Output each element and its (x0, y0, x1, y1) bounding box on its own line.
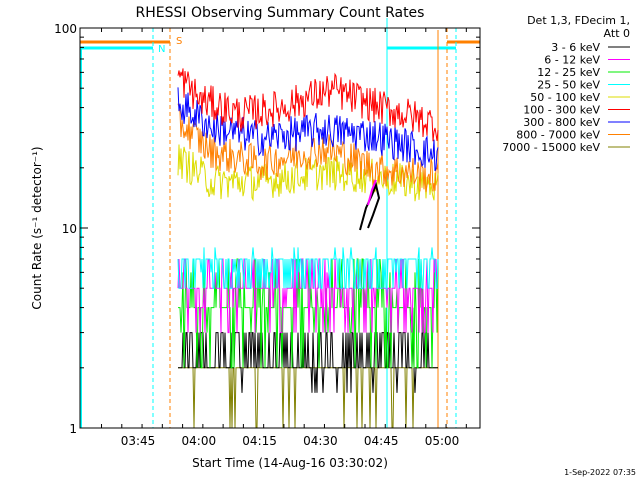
x-axis-label: Start Time (14-Aug-16 03:30:02) (192, 456, 388, 470)
legend-header: Att 0 (604, 27, 630, 40)
y-axis-label: Count Rate (s⁻¹ detector⁻¹) (30, 146, 44, 309)
footer-date: 1-Sep-2022 07:35 (564, 468, 636, 477)
x-tick-label: 04:00 (182, 434, 217, 448)
legend-entry-label: 800 - 7000 keV (516, 129, 600, 142)
series-3 (177, 247, 439, 289)
series-layer (177, 68, 439, 429)
series-line (177, 68, 439, 142)
legend-entry-label: 300 - 800 keV (523, 116, 600, 129)
instrument-flags: SN (80, 18, 480, 428)
x-tick-label: 04:15 (242, 434, 277, 448)
legend-header: Det 1,3, FDecim 1, (527, 14, 630, 27)
series-7 (177, 103, 439, 193)
series-line (177, 247, 439, 289)
y-tick-label: 100 (54, 22, 77, 36)
x-tick-label: 03:45 (121, 434, 156, 448)
legend-entry-label: 25 - 50 keV (537, 79, 600, 92)
series-1 (177, 258, 438, 334)
series-5 (177, 68, 439, 142)
series-0 (178, 332, 438, 393)
legend-entry-label: 7000 - 15000 keV (502, 141, 600, 154)
series-spike (359, 181, 381, 231)
series-line (177, 258, 438, 334)
y-tick-label: 1 (69, 422, 77, 436)
legend-entry-label: 12 - 25 keV (537, 66, 600, 79)
flag-n-label: N (158, 44, 165, 55)
legend-entry-label: 3 - 6 keV (551, 41, 600, 54)
series-8 (178, 367, 438, 429)
series-line (178, 332, 438, 393)
y-tick-label: 10 (62, 222, 77, 236)
legend-entry-label: 100 - 300 keV (523, 104, 600, 117)
flag-s-label: S (176, 36, 182, 47)
series-line (178, 367, 438, 429)
x-tick-label: 04:30 (303, 434, 338, 448)
legend-entry-label: 50 - 100 keV (530, 91, 600, 104)
x-tick-label: 04:45 (364, 434, 399, 448)
plot-axes: 03:45 04:00 04:15 04:30 04:45 05:00 1 10 100 (54, 22, 481, 448)
chart-title: RHESSI Observing Summary Count Rates (136, 5, 425, 21)
x-tick-label: 05:00 (425, 434, 460, 448)
series-spike (367, 179, 377, 206)
series-line (177, 103, 439, 193)
legend-entry-label: 6 - 12 keV (544, 54, 600, 67)
